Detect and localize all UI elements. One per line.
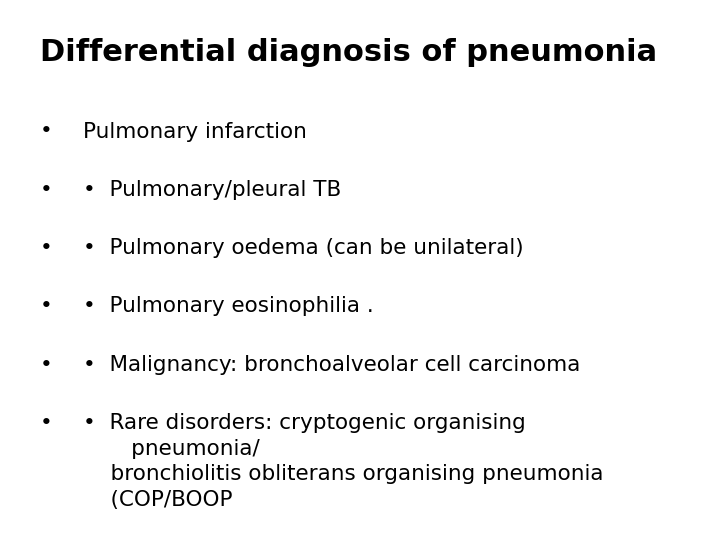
Text: •  Pulmonary/pleural TB: • Pulmonary/pleural TB <box>83 180 341 200</box>
Text: •: • <box>40 238 53 258</box>
Text: •: • <box>40 413 53 433</box>
Text: •  Pulmonary eosinophilia .: • Pulmonary eosinophilia . <box>83 296 374 316</box>
Text: •: • <box>40 355 53 375</box>
Text: •: • <box>40 122 53 141</box>
Text: •: • <box>40 180 53 200</box>
Text: •  Pulmonary oedema (can be unilateral): • Pulmonary oedema (can be unilateral) <box>83 238 523 258</box>
Text: •  Malignancy: bronchoalveolar cell carcinoma: • Malignancy: bronchoalveolar cell carci… <box>83 355 580 375</box>
Text: •  Rare disorders: cryptogenic organising
       pneumonia/
    bronchiolitis ob: • Rare disorders: cryptogenic organising… <box>83 413 603 510</box>
Text: Differential diagnosis of pneumonia: Differential diagnosis of pneumonia <box>40 38 657 67</box>
Text: Pulmonary infarction: Pulmonary infarction <box>83 122 307 141</box>
Text: •: • <box>40 296 53 316</box>
